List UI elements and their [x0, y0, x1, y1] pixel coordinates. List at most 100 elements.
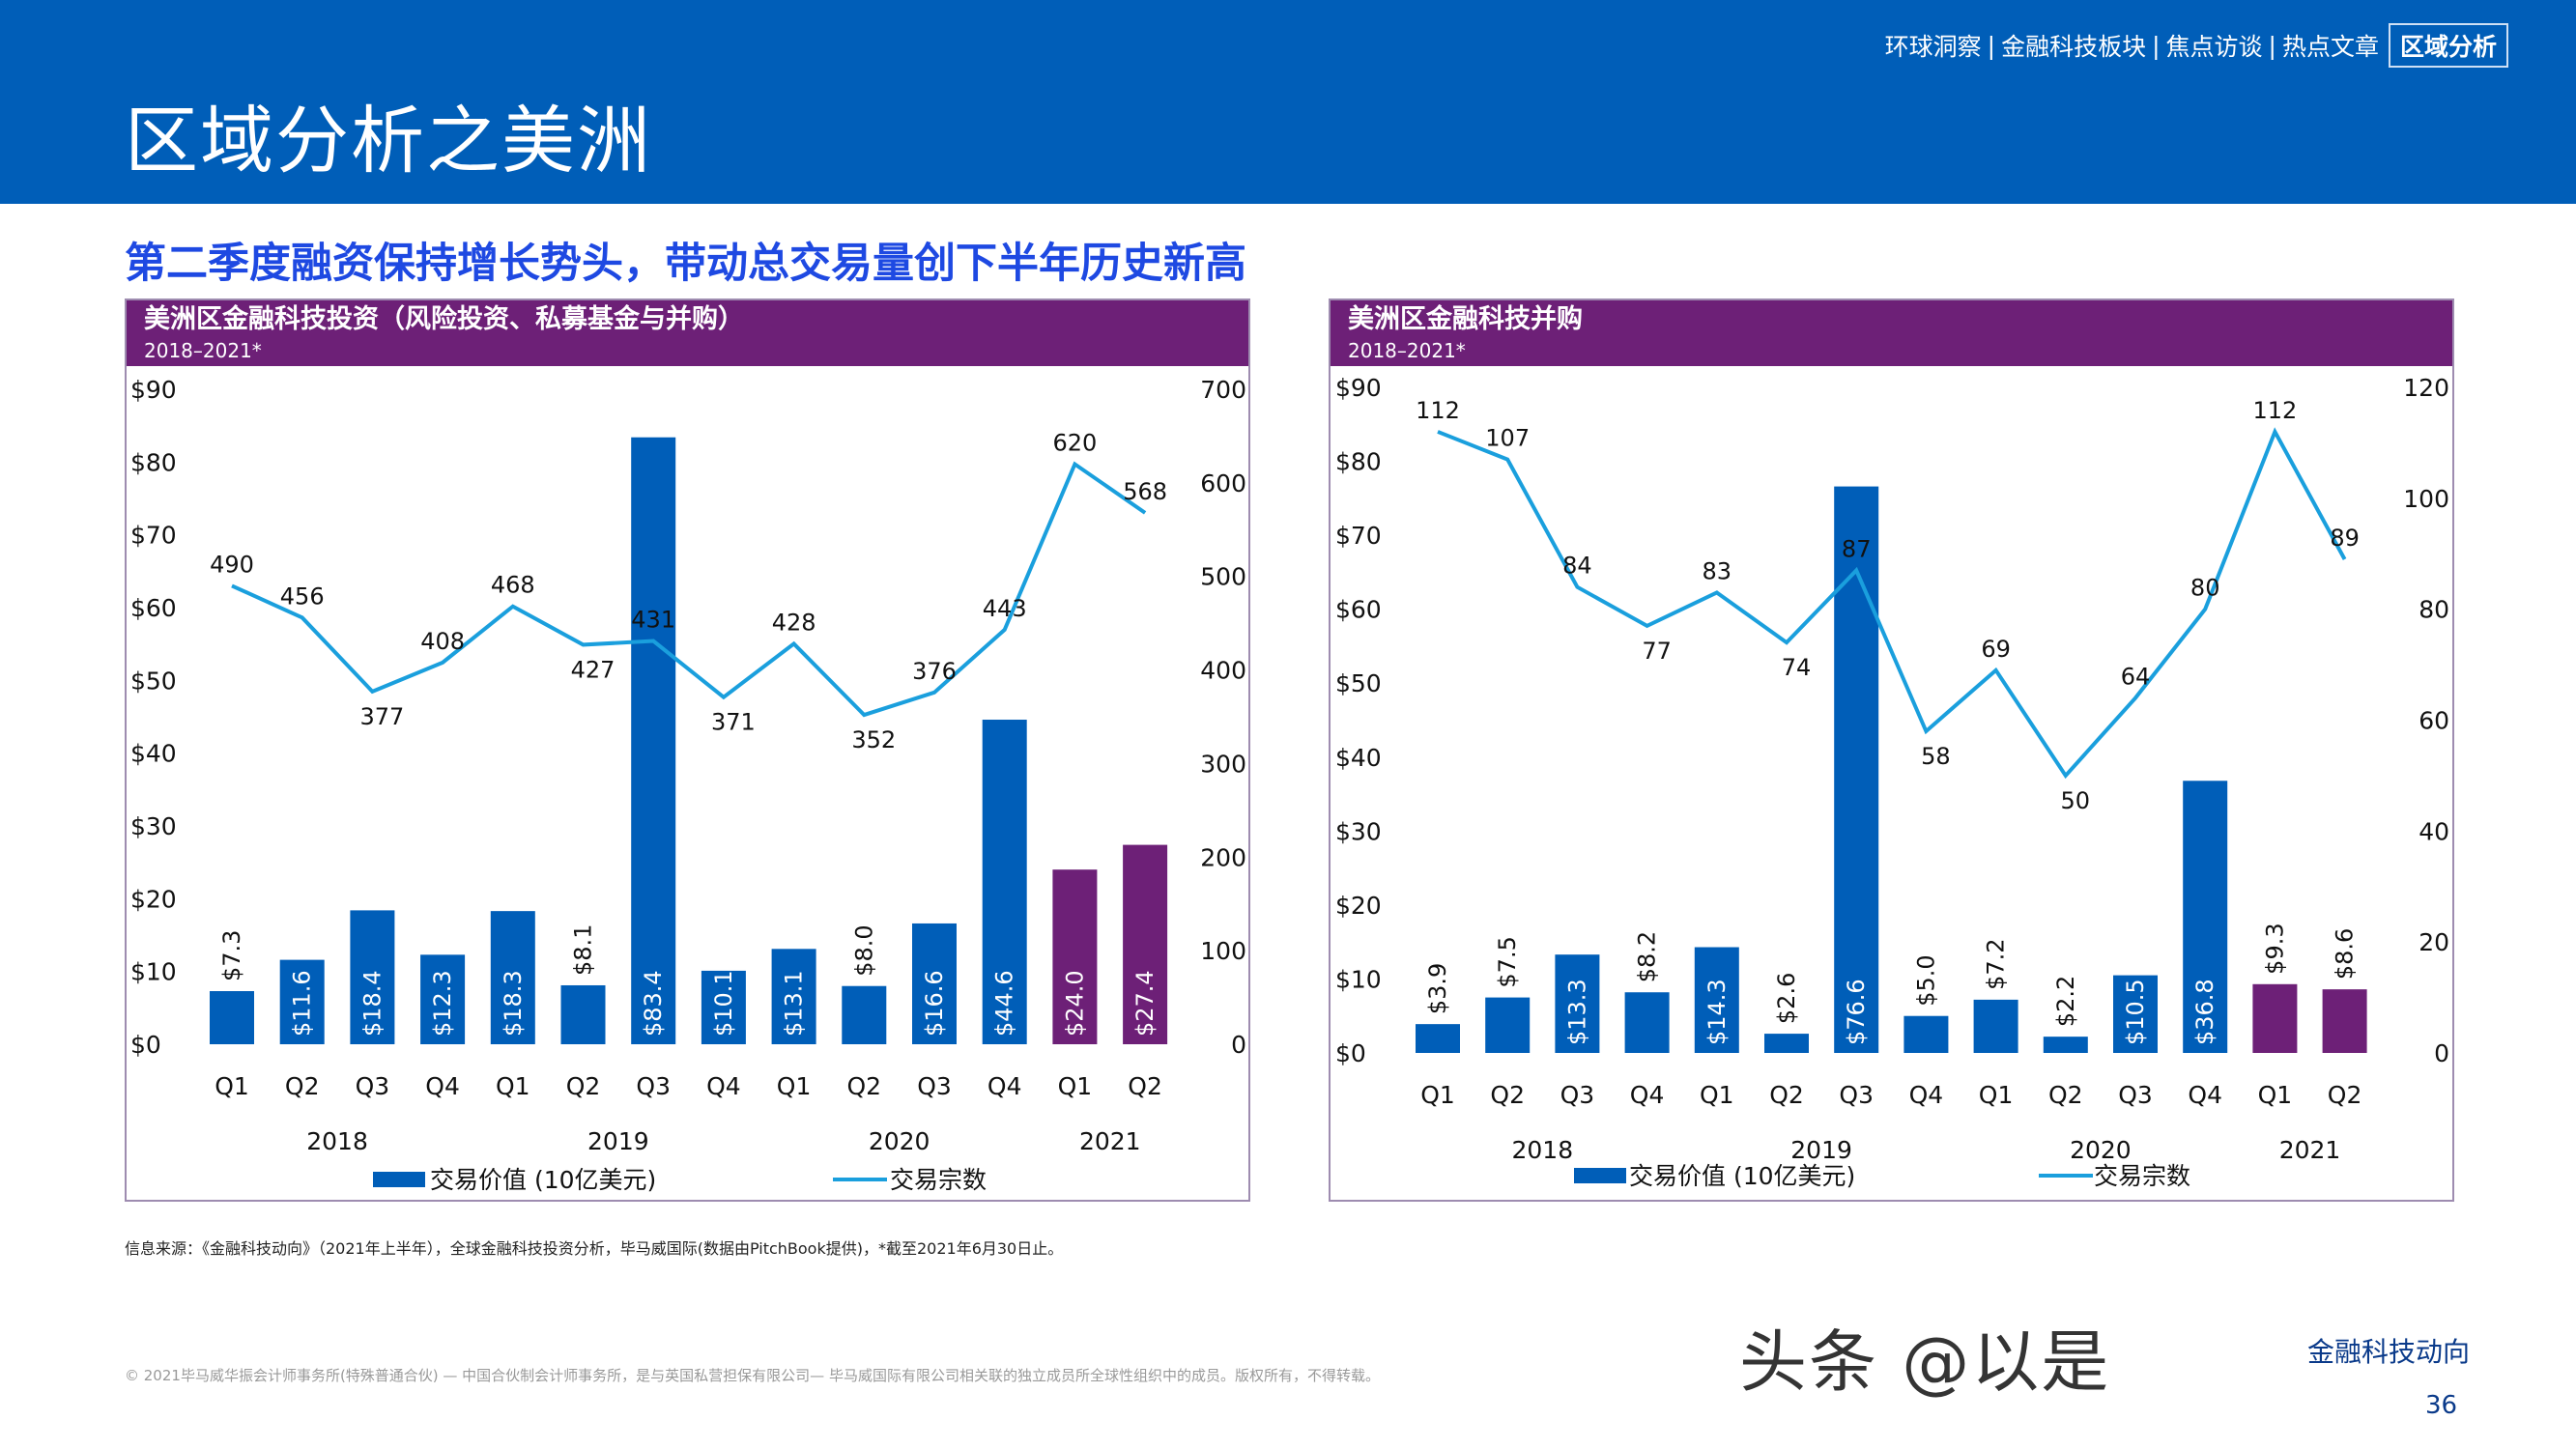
nav-item-global[interactable]: 环球洞察 [1884, 33, 1982, 61]
line-value-label: 443 [983, 595, 1027, 622]
line-value-label: 376 [912, 658, 957, 685]
line-value-label: 84 [1562, 553, 1592, 580]
y-left-tick-label: $0 [1335, 1039, 1366, 1067]
legend-bar-label: 交易价值 (10亿美元) [430, 1166, 656, 1194]
line-value-label: 107 [1485, 425, 1530, 452]
bar-value-label: $36.8 [2191, 979, 2218, 1045]
line-value-label: 427 [571, 656, 615, 683]
quarter-label: Q4 [425, 1072, 460, 1100]
legend-line-label: 交易宗数 [2094, 1162, 2190, 1190]
quarter-label: Q4 [706, 1072, 741, 1100]
line-value-label: 77 [1642, 638, 1672, 665]
line-value-label: 83 [1703, 557, 1732, 584]
bar-value-label: $12.3 [429, 970, 456, 1037]
line-value-label: 80 [2190, 575, 2220, 602]
bar-value-label: $13.3 [1563, 979, 1590, 1045]
bar [1485, 997, 1531, 1053]
nav-item-regional-active[interactable]: 区域分析 [2388, 23, 2508, 68]
quarter-label: Q4 [1630, 1081, 1665, 1109]
bar-value-label: $10.5 [2122, 979, 2149, 1045]
copyright-note: © 2021毕马威华振会计师事务所(特殊普通合伙) — 中国合伙制会计师事务所，… [125, 1367, 1380, 1384]
nav-item-fintech[interactable]: 金融科技板块 [2001, 33, 2147, 61]
bar [1764, 1034, 1809, 1053]
bar-value-label: $7.2 [1983, 938, 2010, 989]
quarter-label: Q1 [2258, 1081, 2293, 1109]
bar-value-label: $16.6 [921, 970, 948, 1037]
line-value-label: 87 [1842, 535, 1872, 562]
quarter-label: Q3 [2118, 1081, 2153, 1109]
line-value-label: 428 [772, 609, 816, 636]
bar [350, 910, 395, 1044]
quarter-label: Q1 [1058, 1072, 1093, 1100]
y-left-tick-label: $10 [130, 958, 177, 986]
y-left-tick-label: $80 [130, 448, 177, 476]
line-value-label: 468 [491, 572, 535, 599]
bar [2043, 1037, 2088, 1053]
bar-value-label: $13.1 [781, 970, 808, 1037]
bar [912, 923, 957, 1044]
legend-bar-label: 交易价值 (10亿美元) [1629, 1162, 1855, 1190]
year-label: 2020 [869, 1127, 930, 1155]
line-value-label: 377 [359, 703, 404, 730]
line-value-label: 64 [2121, 664, 2151, 691]
chart-subtitle: 2018–2021* [1348, 339, 1466, 362]
quarter-label: Q2 [1769, 1081, 1804, 1109]
bar-value-label: $9.3 [2261, 923, 2288, 974]
y-right-tick-label: 0 [2434, 1039, 2449, 1067]
quarter-label: Q3 [917, 1072, 952, 1100]
bar [771, 949, 816, 1044]
footer-brand: 金融科技动向 [2307, 1336, 2471, 1368]
bar [1624, 992, 1670, 1053]
y-left-tick-label: $40 [1335, 744, 1382, 772]
legend-line-label: 交易宗数 [890, 1166, 987, 1194]
y-right-tick-label: 700 [1200, 376, 1246, 404]
line-value-label: 89 [2330, 525, 2360, 552]
quarter-label: Q2 [285, 1072, 320, 1100]
y-left-tick-label: $60 [130, 594, 177, 622]
bar [2252, 983, 2298, 1053]
bar-value-label: $10.1 [710, 970, 737, 1037]
quarter-label: Q1 [215, 1072, 249, 1100]
bar [1903, 1015, 1949, 1053]
quarter-label: Q2 [2328, 1081, 2362, 1109]
bar [1416, 1024, 1460, 1053]
legend-bar-swatch [373, 1172, 425, 1187]
legend-bar-swatch [1574, 1168, 1626, 1183]
line-value-label: 371 [711, 709, 756, 736]
nav-item-hot-articles[interactable]: 热点文章 [2281, 33, 2379, 61]
y-right-tick-label: 300 [1200, 750, 1246, 778]
y-left-tick-label: $50 [130, 667, 177, 695]
nav-item-interview[interactable]: 焦点访谈 [2165, 33, 2263, 61]
y-left-tick-label: $20 [130, 885, 177, 913]
bar [1694, 947, 1739, 1053]
line-value-label: 74 [1782, 654, 1812, 681]
nav-separator: | [2268, 31, 2276, 60]
year-label: 2018 [306, 1127, 368, 1155]
bar [2183, 781, 2228, 1053]
quarter-label: Q1 [1420, 1081, 1455, 1109]
y-left-tick-label: $10 [1335, 965, 1382, 993]
bar-value-label: $14.3 [1703, 979, 1731, 1045]
quarter-label: Q4 [987, 1072, 1022, 1100]
bar-value-label: $2.6 [1773, 973, 1800, 1024]
bar [842, 985, 887, 1044]
nav-separator: | [1987, 31, 1996, 60]
y-right-tick-label: 600 [1200, 469, 1246, 497]
section-subtitle: 第二季度融资保持增长势头，带动总交易量创下半年历史新高 [125, 240, 1246, 288]
line-value-label: 490 [210, 551, 254, 578]
bar-value-label: $8.0 [850, 924, 877, 976]
line-value-label: 69 [1981, 636, 2011, 663]
bar [1555, 954, 1600, 1053]
bar-value-label: $3.9 [1424, 963, 1451, 1014]
page-title: 区域分析之美洲 [125, 98, 652, 184]
quarter-label: Q2 [566, 1072, 601, 1100]
line-value-label: 568 [1123, 478, 1167, 505]
line-series [231, 461, 1147, 718]
quarter-label: Q2 [1490, 1081, 1525, 1109]
line-value-label: 112 [1416, 397, 1460, 424]
bar-value-label: $18.3 [500, 970, 527, 1037]
chart-subtitle: 2018–2021* [144, 339, 262, 362]
nav-separator: | [2152, 31, 2161, 60]
quarter-label: Q1 [1979, 1081, 2014, 1109]
y-left-tick-label: $60 [1335, 596, 1382, 624]
